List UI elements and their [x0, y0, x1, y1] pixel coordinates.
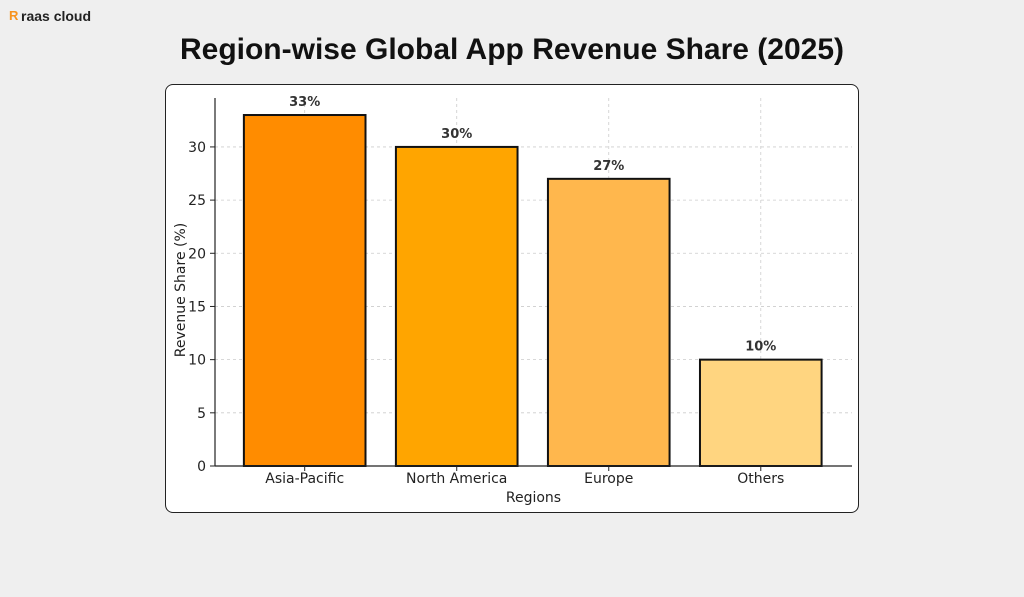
y-axis-label: Revenue Share (%) — [173, 223, 189, 358]
y-tick-label: 20 — [188, 246, 206, 262]
bar-north-america — [394, 145, 519, 467]
data-label: 30% — [441, 127, 472, 142]
bar-asia-pacific — [242, 114, 367, 468]
logo-text: raas cloud — [21, 8, 92, 24]
x-tick-label: Asia-Pacific — [265, 471, 344, 487]
y-tick-label: 5 — [197, 406, 206, 422]
bar-others — [698, 358, 823, 468]
y-tick-label: 30 — [188, 140, 206, 156]
bar-europe — [546, 177, 671, 467]
brand-logo: R raas cloud — [9, 8, 91, 24]
x-tick-label: Europe — [584, 471, 633, 487]
data-label: 10% — [745, 340, 776, 355]
chart-title: Region-wise Global App Revenue Share (20… — [179, 33, 845, 66]
data-label: 27% — [593, 159, 624, 174]
x-axis-label: Regions — [506, 490, 561, 506]
y-tick-label: 25 — [188, 193, 206, 209]
y-tick-label: 0 — [197, 459, 206, 475]
y-tick-label: 10 — [188, 353, 206, 369]
data-label: 33% — [289, 95, 320, 110]
x-tick-label: Others — [737, 471, 784, 487]
y-tick-label: 15 — [188, 299, 206, 315]
logo-icon: R — [9, 8, 19, 23]
x-tick-label: North America — [406, 471, 507, 487]
